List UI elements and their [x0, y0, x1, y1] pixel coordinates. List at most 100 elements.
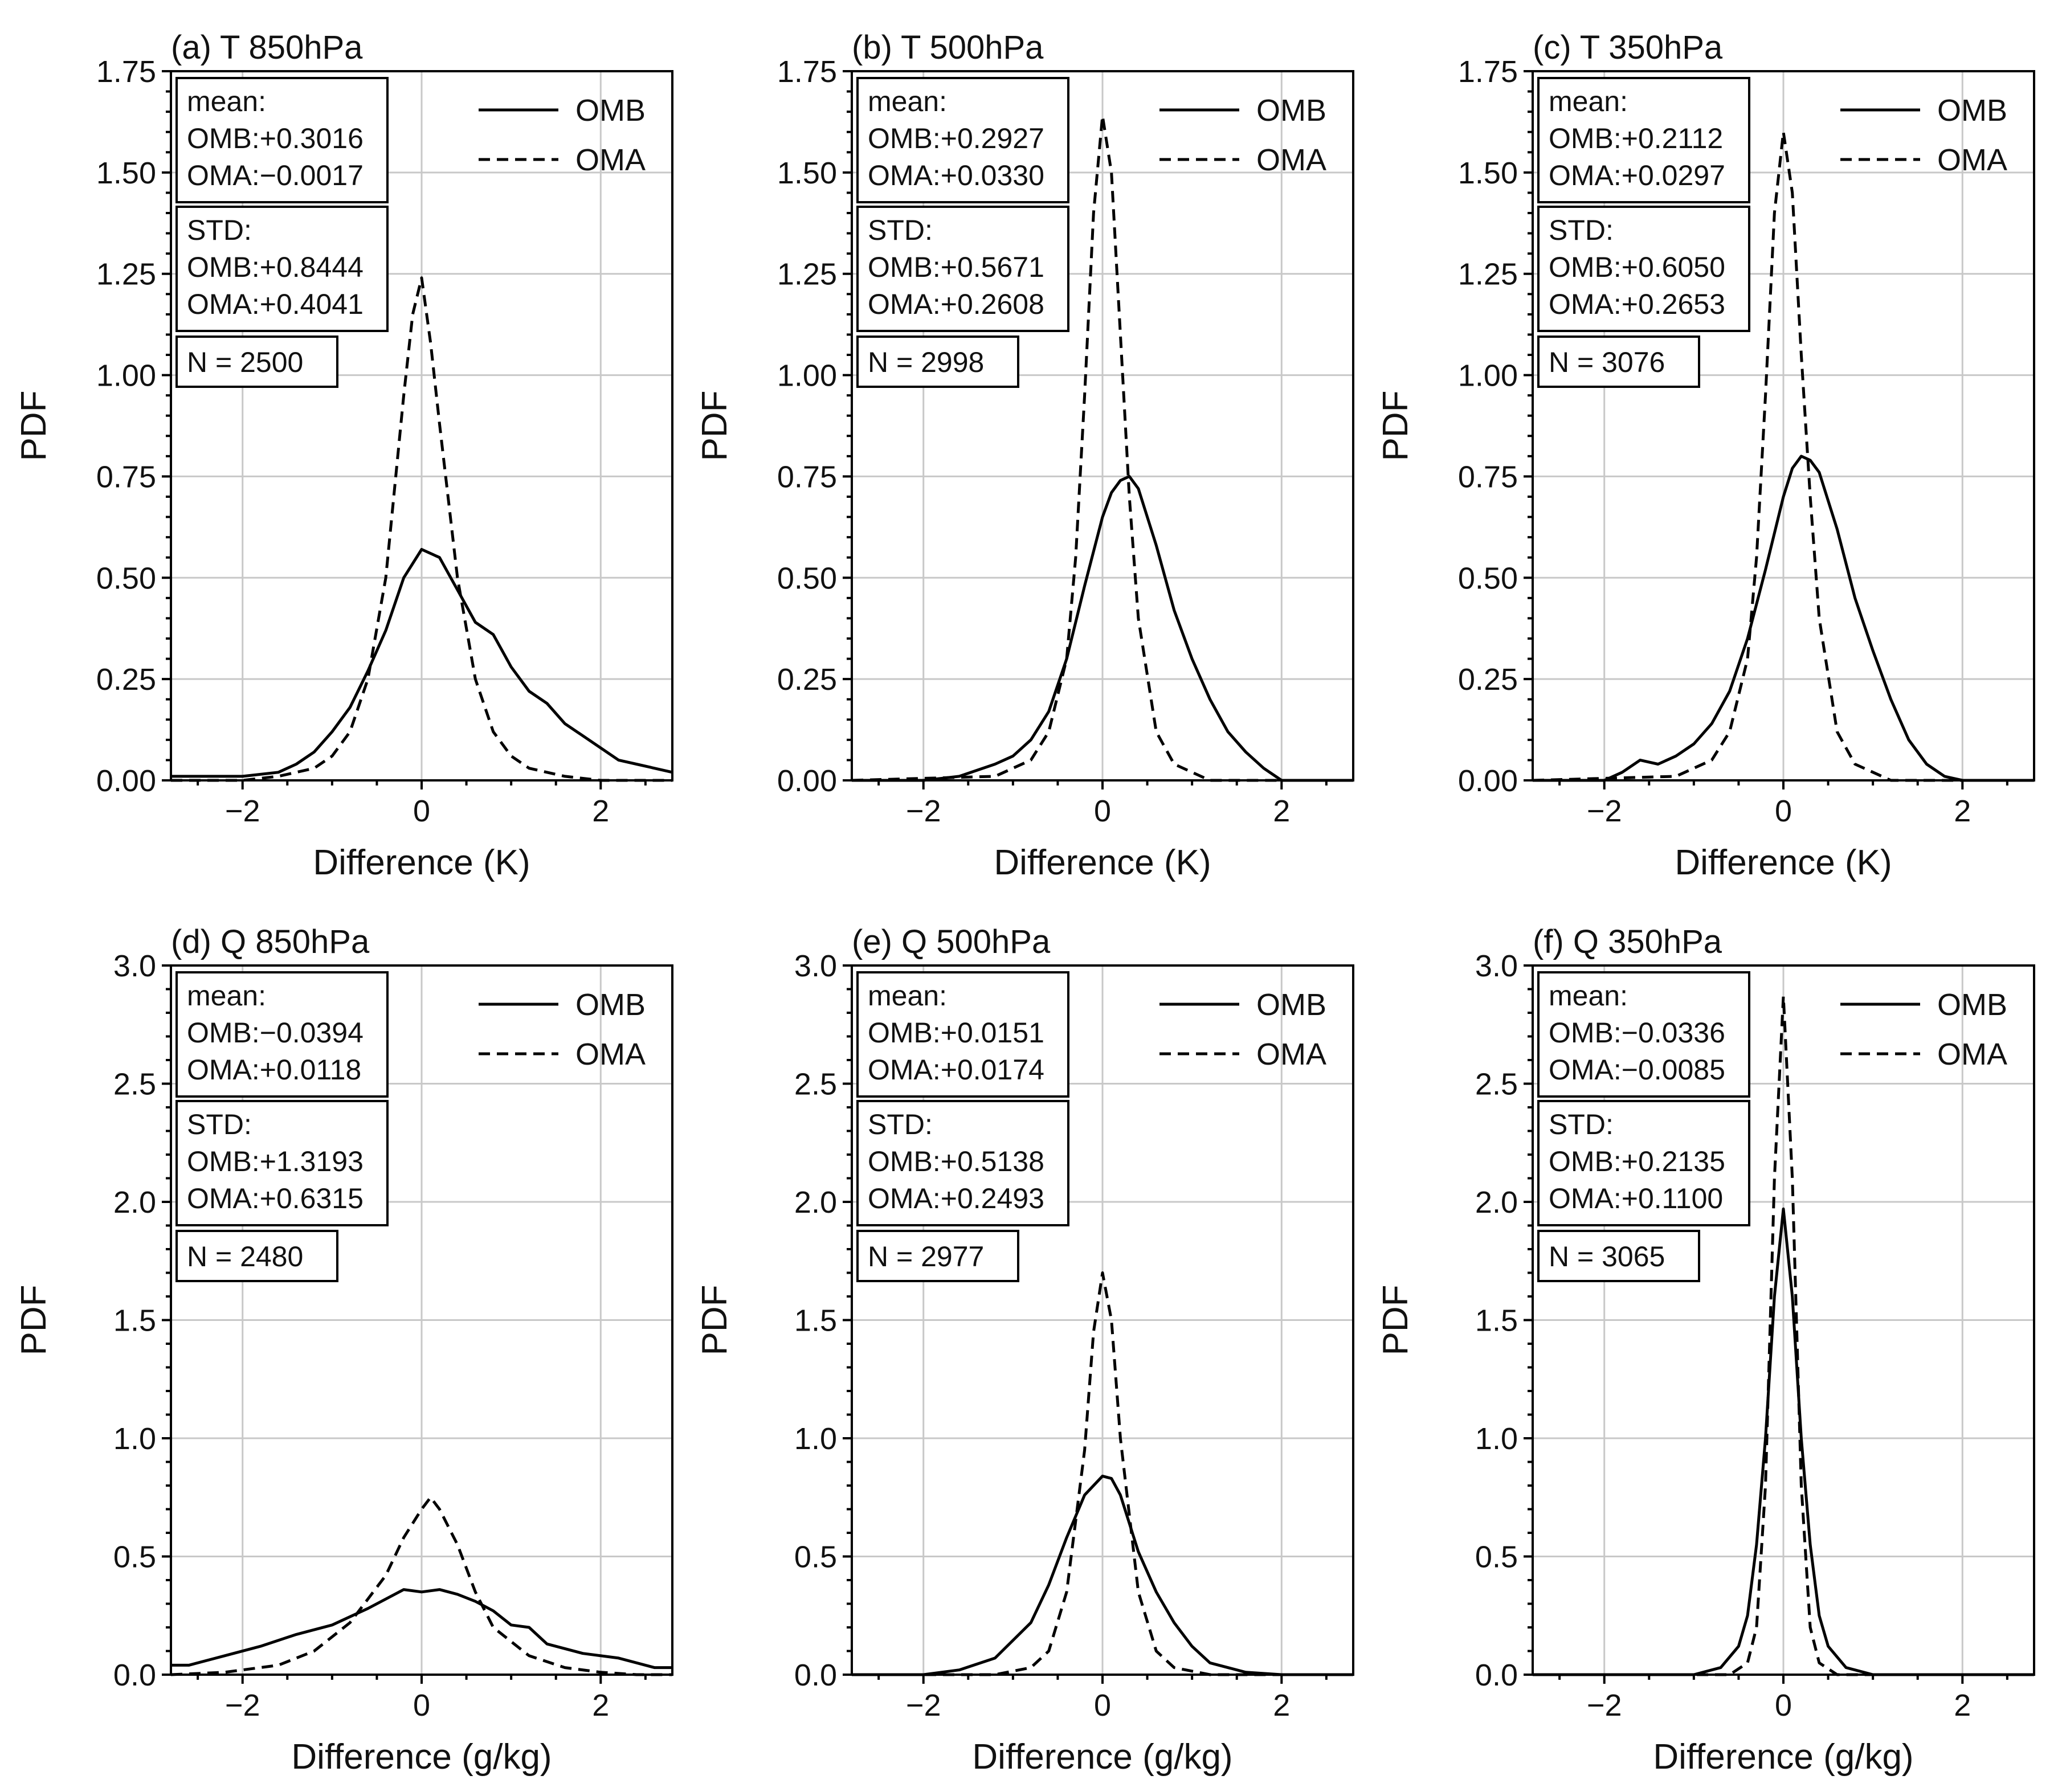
x-tick-label: 2 — [592, 794, 609, 828]
std-omb-value: OMB:+0.5138 — [868, 1145, 1044, 1177]
x-tick-label: −2 — [906, 1688, 941, 1723]
mean-box — [856, 971, 1069, 1098]
mean-oma-value: OMA:−0.0017 — [187, 159, 364, 191]
std-omb-value: OMB:+0.8444 — [187, 251, 364, 283]
sample-count: N = 2500 — [187, 346, 303, 378]
std-label: STD: — [187, 1108, 252, 1140]
series-line-omb — [171, 548, 673, 778]
series-line-oma — [170, 1496, 672, 1676]
y-tick-label: 3.0 — [113, 949, 156, 983]
y-tick-label: 0.25 — [96, 662, 156, 697]
mean-oma-value: OMA:+0.0297 — [1549, 159, 1725, 191]
x-tick-label: −2 — [1587, 1688, 1622, 1723]
std-oma-value: OMA:+0.2653 — [1549, 288, 1725, 320]
y-tick-label: 2.5 — [113, 1067, 156, 1102]
x-tick-label: −2 — [1587, 794, 1622, 828]
y-tick-label: 1.00 — [1458, 359, 1518, 393]
panel-title: (a) T 850hPa — [171, 29, 363, 66]
std-oma-value: OMA:+0.4041 — [187, 288, 364, 320]
std-oma-value: OMA:+0.2493 — [868, 1183, 1044, 1214]
x-tick-label: −2 — [906, 794, 941, 828]
panel-e: −2 0 2 0.0 0.5 1.0 1.5 2.0 2.5 3.0 Difference (g/k… — [695, 923, 1354, 1777]
legend-label-oma: OMA — [1937, 143, 2007, 177]
x-axis-label: Difference (K) — [1675, 843, 1892, 882]
sample-count: N = 3076 — [1549, 346, 1665, 378]
series-line-omb — [852, 474, 1353, 782]
y-tick-label: 0.25 — [777, 662, 837, 697]
x-tick-label: −2 — [225, 794, 260, 828]
mean-label: mean: — [868, 85, 947, 117]
y-tick-label: 0.25 — [1458, 662, 1518, 697]
n-box — [1537, 1230, 1700, 1282]
series-line-oma — [851, 114, 1353, 782]
y-tick-label: 2.5 — [1475, 1067, 1518, 1102]
x-axis-label: Difference (g/kg) — [972, 1737, 1232, 1777]
series-line-oma — [1532, 130, 2034, 782]
y-tick-label: 0.75 — [96, 460, 156, 494]
sample-count: N = 2977 — [868, 1241, 984, 1273]
y-tick-label: 1.00 — [777, 359, 837, 393]
x-tick-label: 0 — [413, 794, 430, 828]
x-tick-label: 2 — [1273, 1688, 1290, 1723]
series-line-omb — [852, 1474, 1353, 1676]
mean-omb-value: OMB:−0.0394 — [187, 1017, 364, 1049]
n-box — [175, 1230, 338, 1282]
y-tick-label: 1.5 — [1475, 1304, 1518, 1338]
y-tick-label: 1.75 — [777, 55, 837, 89]
y-tick-label: 0.5 — [1475, 1540, 1518, 1574]
y-axis-label: PDF — [14, 1285, 54, 1356]
std-label: STD: — [187, 214, 252, 246]
y-tick-label: 1.50 — [1458, 156, 1518, 190]
y-tick-label: 2.0 — [1475, 1185, 1518, 1220]
std-box — [175, 1100, 389, 1226]
mean-omb-value: OMB:−0.0336 — [1549, 1017, 1725, 1049]
sample-count: N = 3065 — [1549, 1241, 1665, 1273]
panel-c: −2 0 2 0.00 0.25 0.50 0.75 1.00 1.25 1.50 1.75 Diff… — [1376, 29, 2035, 882]
panel-title: (b) T 500hPa — [852, 29, 1044, 66]
mean-box — [1537, 971, 1750, 1098]
mean-oma-value: OMA:+0.0174 — [868, 1054, 1044, 1086]
y-tick-label: 1.50 — [96, 156, 156, 190]
y-tick-label: 1.75 — [1458, 55, 1518, 89]
y-tick-label: 0.00 — [777, 764, 837, 798]
y-axis-label: PDF — [1376, 1285, 1415, 1356]
y-tick-label: 2.0 — [794, 1185, 837, 1220]
y-axis-label: PDF — [695, 391, 734, 461]
y-tick-label: 3.0 — [1475, 949, 1518, 983]
y-tick-label: 1.0 — [794, 1422, 837, 1456]
std-box — [1537, 206, 1750, 332]
std-oma-value: OMA:+0.6315 — [187, 1183, 364, 1214]
std-box — [175, 206, 389, 332]
y-axis-label: PDF — [14, 391, 54, 461]
std-omb-value: OMB:+0.6050 — [1549, 251, 1725, 283]
legend-label-oma: OMA — [1256, 1037, 1326, 1071]
x-tick-label: −2 — [225, 1688, 260, 1723]
y-tick-label: 3.0 — [794, 949, 837, 983]
y-tick-label: 0.0 — [113, 1658, 156, 1692]
std-oma-value: OMA:+0.1100 — [1549, 1183, 1723, 1214]
mean-label: mean: — [187, 980, 266, 1012]
x-tick-label: 0 — [1775, 794, 1792, 828]
series-line-oma — [171, 276, 672, 782]
x-tick-label: 0 — [1775, 1688, 1792, 1723]
legend-label-omb: OMB — [1937, 988, 2007, 1022]
mean-oma-value: OMA:+0.0118 — [187, 1054, 361, 1086]
y-tick-label: 0.50 — [777, 561, 837, 595]
y-tick-label: 0.0 — [1475, 1658, 1518, 1692]
legend-label-omb: OMB — [1256, 988, 1326, 1022]
mean-label: mean: — [868, 980, 947, 1012]
y-tick-label: 0.75 — [1458, 460, 1518, 494]
mean-omb-value: OMB:+0.2112 — [1549, 122, 1723, 154]
x-tick-label: 2 — [1954, 1688, 1971, 1723]
mean-box — [175, 77, 389, 203]
panel-title: (d) Q 850hPa — [171, 923, 370, 960]
y-tick-label: 1.50 — [777, 156, 837, 190]
n-box — [175, 336, 338, 388]
panel-title: (c) T 350hPa — [1533, 29, 1723, 66]
x-axis-label: Difference (g/kg) — [1653, 1737, 1913, 1777]
panel-f: −2 0 2 0.0 0.5 1.0 1.5 2.0 2.5 3.0 Difference (g/k… — [1376, 923, 2035, 1777]
mean-label: mean: — [1549, 85, 1628, 117]
legend-label-oma: OMA — [1937, 1037, 2007, 1071]
x-tick-label: 2 — [592, 1688, 609, 1723]
y-tick-label: 1.0 — [113, 1422, 156, 1456]
